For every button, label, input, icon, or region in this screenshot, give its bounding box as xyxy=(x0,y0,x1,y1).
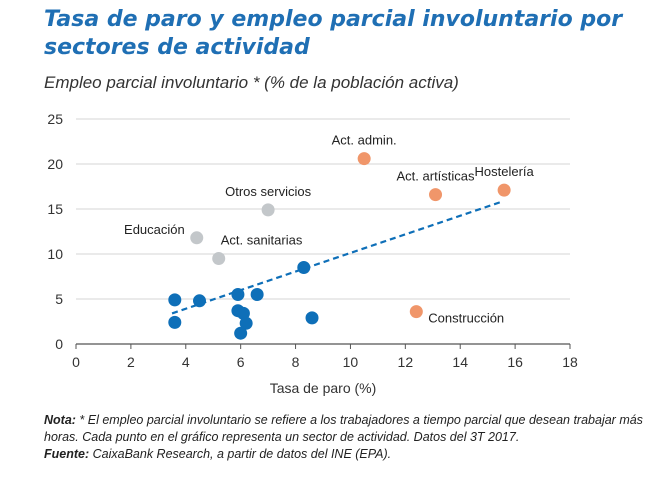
source-text: CaixaBank Research, a partir de datos de… xyxy=(89,447,392,461)
point-label: Otros servicios xyxy=(225,184,311,199)
data-point xyxy=(231,288,245,301)
x-tick-label: 6 xyxy=(237,354,245,370)
data-point xyxy=(305,311,319,325)
data-point xyxy=(357,152,371,166)
scatter-plot: 0 5 10 15 20 25 0 2 4 6 8 10 12 14 16 18 Tasa de paro (%… xyxy=(47,111,578,396)
data-point xyxy=(234,326,248,340)
note-text: * El empleo parcial involuntario se refi… xyxy=(44,413,643,444)
x-tick-label: 0 xyxy=(72,354,80,370)
data-point xyxy=(193,294,206,308)
data-point xyxy=(497,183,511,197)
trendline xyxy=(171,200,502,315)
data-point xyxy=(190,231,204,245)
data-point xyxy=(261,203,275,217)
x-tick-label: 18 xyxy=(562,354,578,370)
point-label: Construcción xyxy=(428,311,504,326)
source-label: Fuente: xyxy=(44,447,90,461)
point-label: Educación xyxy=(124,222,185,237)
x-tick-label: 16 xyxy=(507,354,523,370)
y-tick-label: 5 xyxy=(55,291,63,307)
data-point xyxy=(429,188,443,202)
y-tick-label: 10 xyxy=(47,246,63,262)
x-tick-label: 10 xyxy=(343,354,359,370)
y-tick-label: 20 xyxy=(47,156,63,172)
chart-title: Tasa de paro y empleo parcial involuntar… xyxy=(44,7,623,60)
x-tick-label: 2 xyxy=(127,354,135,370)
note-label: Nota: xyxy=(44,413,76,427)
point-label: Act. admin. xyxy=(332,133,397,148)
x-axis-title: Tasa de paro (%) xyxy=(270,380,377,396)
data-point xyxy=(239,316,253,330)
y-tick-label: 15 xyxy=(47,201,63,217)
data-point xyxy=(409,305,423,319)
data-point xyxy=(250,288,264,301)
data-point xyxy=(212,252,226,265)
point-label: Act. sanitarias xyxy=(221,233,303,248)
point-label: Hostelería xyxy=(475,164,535,179)
data-point xyxy=(297,261,311,274)
chart-subtitle: Empleo parcial involuntario * (% de la p… xyxy=(44,73,459,92)
data-point xyxy=(168,315,182,329)
y-tick-label: 0 xyxy=(55,336,63,352)
y-tick-label: 25 xyxy=(47,111,63,127)
x-tick-label: 8 xyxy=(292,354,300,370)
footnotes: Nota: * El empleo parcial involuntario s… xyxy=(44,412,644,463)
data-point xyxy=(168,293,182,307)
data-point xyxy=(236,306,250,320)
x-tick-label: 14 xyxy=(452,354,468,370)
x-tick-label: 12 xyxy=(398,354,414,370)
point-label: Act. artísticas xyxy=(397,169,476,184)
x-tick-label: 4 xyxy=(182,354,190,370)
